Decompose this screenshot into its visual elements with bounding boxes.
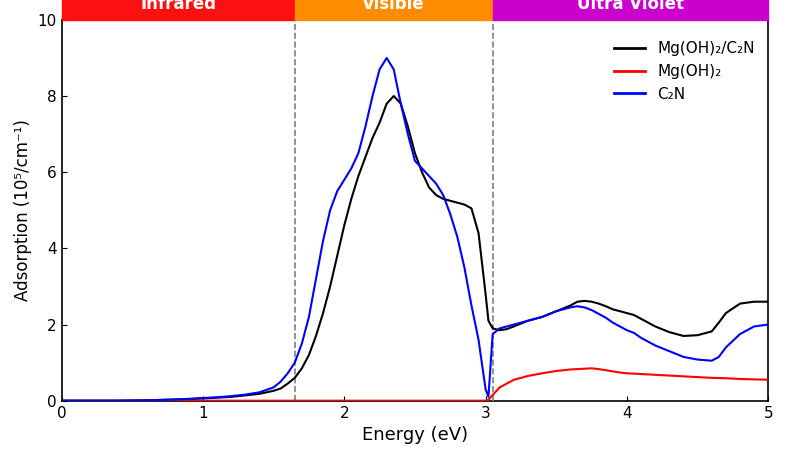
Y-axis label: Adsorption (10⁵/cm⁻¹): Adsorption (10⁵/cm⁻¹) bbox=[14, 120, 32, 301]
Text: Ultra Violet: Ultra Violet bbox=[577, 0, 684, 13]
Text: Visible: Visible bbox=[362, 0, 425, 13]
Text: Infrared: Infrared bbox=[140, 0, 216, 13]
Legend: Mg(OH)₂/C₂N, Mg(OH)₂, C₂N: Mg(OH)₂/C₂N, Mg(OH)₂, C₂N bbox=[608, 35, 761, 108]
X-axis label: Energy (eV): Energy (eV) bbox=[362, 426, 468, 444]
